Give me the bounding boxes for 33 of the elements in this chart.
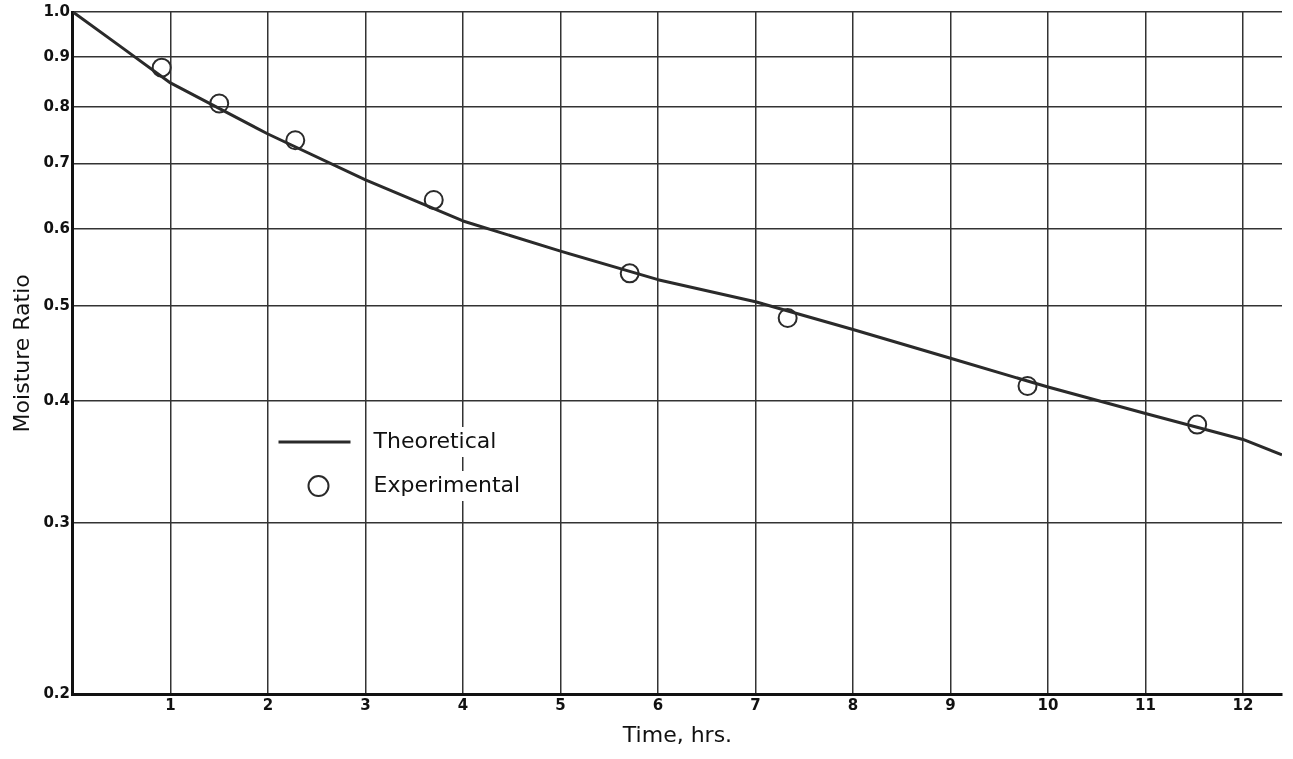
x-tick-label: 9 xyxy=(945,696,956,715)
x-tick-label: 3 xyxy=(360,696,371,715)
legend-label: Theoretical xyxy=(372,427,497,453)
x-tick-label: 11 xyxy=(1135,696,1156,715)
y-tick-label: 0.5 xyxy=(43,295,70,314)
y-axis-title: Moisture Ratio xyxy=(8,274,34,433)
x-tick-label: 1 xyxy=(165,696,176,715)
y-tick-label: 0.2 xyxy=(43,684,70,703)
y-tick-label: 0.8 xyxy=(43,96,70,115)
y-tick-label: 0.9 xyxy=(43,46,70,65)
x-tick-label: 12 xyxy=(1232,696,1254,715)
x-tick-label: 10 xyxy=(1037,696,1059,715)
point xyxy=(285,130,306,151)
y-tick-label: 0.4 xyxy=(43,390,70,409)
point xyxy=(151,57,172,78)
x-tick-label: 8 xyxy=(847,696,859,715)
point xyxy=(423,189,444,210)
point xyxy=(209,93,230,114)
y-tick-label: 1.0 xyxy=(43,1,70,20)
point xyxy=(619,263,640,284)
x-tick-label: 4 xyxy=(457,696,469,715)
y-tick-label: 0.3 xyxy=(43,512,70,531)
x-tick-label: 7 xyxy=(750,696,761,715)
point xyxy=(1017,376,1038,397)
point xyxy=(777,308,798,329)
x-tick-label: 5 xyxy=(555,696,566,715)
point xyxy=(1187,414,1208,435)
x-tick-label: 6 xyxy=(652,696,664,715)
x-axis-title: Time, hrs. xyxy=(621,721,733,747)
x-tick-label: 2 xyxy=(262,696,274,715)
legend-label: Experimental xyxy=(373,471,521,497)
y-tick-label: 0.6 xyxy=(43,218,70,237)
y-tick-label: 0.7 xyxy=(43,153,70,172)
